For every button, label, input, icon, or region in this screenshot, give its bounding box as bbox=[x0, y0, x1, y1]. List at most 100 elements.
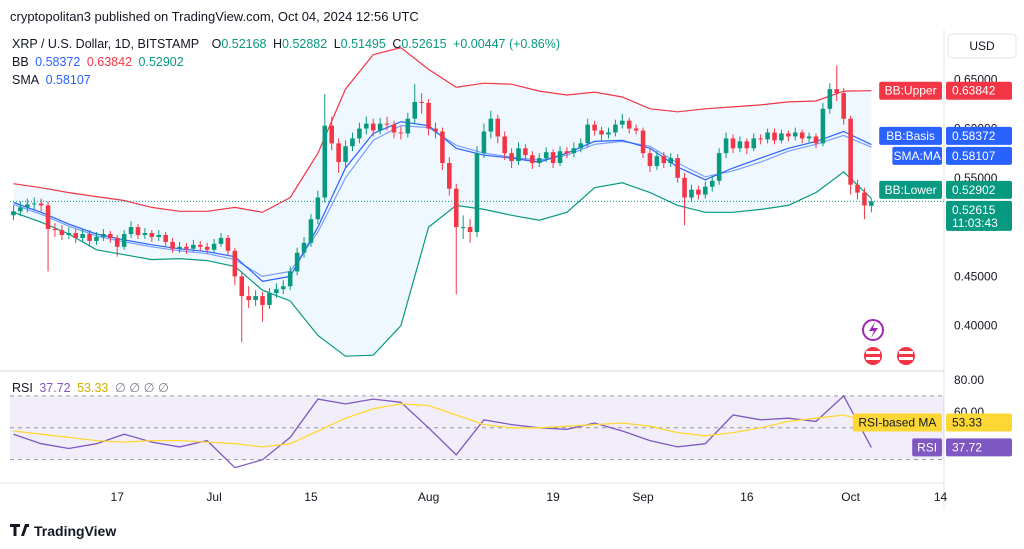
candle-body bbox=[301, 242, 307, 253]
x-tick-label: 16 bbox=[740, 490, 754, 504]
candle-body bbox=[38, 203, 44, 206]
indicator-value: 37.72 bbox=[39, 381, 71, 395]
candle-body bbox=[509, 153, 514, 162]
ohlc-label: C bbox=[392, 37, 402, 51]
candle-body bbox=[128, 227, 134, 234]
candle-body bbox=[267, 293, 272, 305]
event-icon-bolt bbox=[869, 322, 878, 338]
candle-body bbox=[786, 133, 791, 137]
indicator-value: 0.58372 bbox=[35, 55, 81, 69]
badge-value-bg bbox=[946, 180, 1012, 199]
badge-name: BB:Upper bbox=[885, 84, 937, 98]
candle-body bbox=[453, 188, 459, 228]
symbol: XRP / U.S. Dollar, 1D, BITSTAMP bbox=[12, 37, 200, 51]
candle-body bbox=[177, 246, 182, 249]
candle-body bbox=[80, 234, 85, 238]
candle-body bbox=[765, 132, 770, 140]
candle-body bbox=[855, 184, 860, 193]
flag-icon[interactable] bbox=[862, 345, 884, 367]
candle-body bbox=[869, 201, 874, 206]
badge-value: 0.58372 bbox=[952, 129, 996, 143]
candle-body bbox=[606, 132, 611, 135]
change: +0.00447 (+0.86%) bbox=[453, 37, 561, 51]
candle-body bbox=[820, 108, 826, 144]
candle-body bbox=[239, 276, 245, 297]
series-line bbox=[13, 394, 872, 469]
candle-body bbox=[170, 241, 175, 249]
candle-body bbox=[87, 234, 92, 241]
candle-body bbox=[343, 146, 348, 163]
badge-value-bg bbox=[946, 126, 1012, 145]
currency: USD bbox=[969, 39, 995, 53]
price-badge: RSI 37.72 bbox=[912, 438, 1012, 457]
candle-body bbox=[751, 138, 757, 149]
candle-body bbox=[260, 296, 265, 305]
flag-icon[interactable] bbox=[895, 345, 917, 367]
indicator-label: BB bbox=[12, 55, 29, 69]
candle-body bbox=[59, 230, 65, 235]
candle-body bbox=[412, 101, 418, 119]
candle-body bbox=[135, 227, 141, 235]
candle-body bbox=[862, 192, 867, 206]
price-badge: RSI-based MA 53.33 bbox=[852, 413, 1012, 432]
bb-legend: BB 0.58372 0.63842 0.52902 bbox=[12, 55, 187, 69]
candle-body bbox=[654, 156, 660, 166]
candle-body bbox=[460, 227, 466, 229]
badge-value-bg bbox=[946, 81, 1012, 100]
candle-body bbox=[232, 250, 238, 277]
candle-body bbox=[52, 229, 58, 231]
candle-body bbox=[550, 152, 556, 164]
badge-value: 11:03:43 bbox=[952, 216, 998, 230]
candle-body bbox=[571, 148, 577, 154]
candle-body bbox=[391, 124, 397, 133]
candle-body bbox=[792, 132, 798, 137]
candle-body bbox=[536, 158, 542, 164]
candle-body bbox=[370, 123, 376, 131]
candle-body bbox=[114, 237, 120, 247]
candle-body bbox=[640, 130, 646, 154]
candle-body bbox=[675, 158, 680, 178]
icons bbox=[862, 319, 917, 367]
candle-body bbox=[45, 205, 51, 230]
badge-value: 0.52902 bbox=[952, 183, 996, 197]
candle-body bbox=[426, 102, 431, 129]
x-tick-label: Sep bbox=[632, 490, 654, 504]
badge-name-bg bbox=[879, 180, 942, 199]
candle-body bbox=[516, 148, 521, 162]
overlay-line bbox=[13, 171, 872, 357]
candle-body bbox=[377, 123, 383, 131]
flag-stripe bbox=[899, 351, 913, 354]
badge-value: 0.63842 bbox=[952, 84, 996, 98]
candle-body bbox=[668, 158, 674, 164]
ohlc-value: 0.52168 bbox=[221, 37, 267, 51]
candle-body bbox=[447, 163, 452, 189]
candle-body bbox=[647, 153, 653, 166]
candle-body bbox=[495, 118, 501, 137]
candle-body bbox=[578, 143, 584, 149]
badge-name: BB:Lower bbox=[885, 183, 937, 197]
logo-mark bbox=[10, 524, 29, 536]
badge-name: SMA:MA bbox=[894, 149, 941, 163]
ohlc-label: O bbox=[211, 37, 222, 51]
candle-body bbox=[723, 138, 729, 154]
currency-button[interactable] bbox=[947, 33, 1017, 59]
candle-body bbox=[661, 156, 667, 164]
candle-body bbox=[73, 233, 79, 238]
candle-body bbox=[633, 128, 639, 131]
badge-value: 37.72 bbox=[952, 440, 982, 454]
candle-body bbox=[211, 243, 217, 250]
candle-body bbox=[294, 252, 300, 272]
candle-body bbox=[398, 132, 404, 134]
candle-body bbox=[716, 153, 722, 181]
badge-value: 0.52615 bbox=[952, 203, 996, 217]
candle-body bbox=[197, 244, 203, 247]
candle-body bbox=[564, 151, 570, 154]
price-badge: BB:Basis 0.58372 bbox=[879, 126, 1012, 145]
candle-body bbox=[101, 234, 106, 237]
ohlc-value: 0.52615 bbox=[401, 37, 447, 51]
band-fill bbox=[13, 47, 872, 357]
candle-body bbox=[405, 118, 411, 134]
candle-body bbox=[121, 234, 127, 247]
candle-body bbox=[467, 227, 473, 233]
